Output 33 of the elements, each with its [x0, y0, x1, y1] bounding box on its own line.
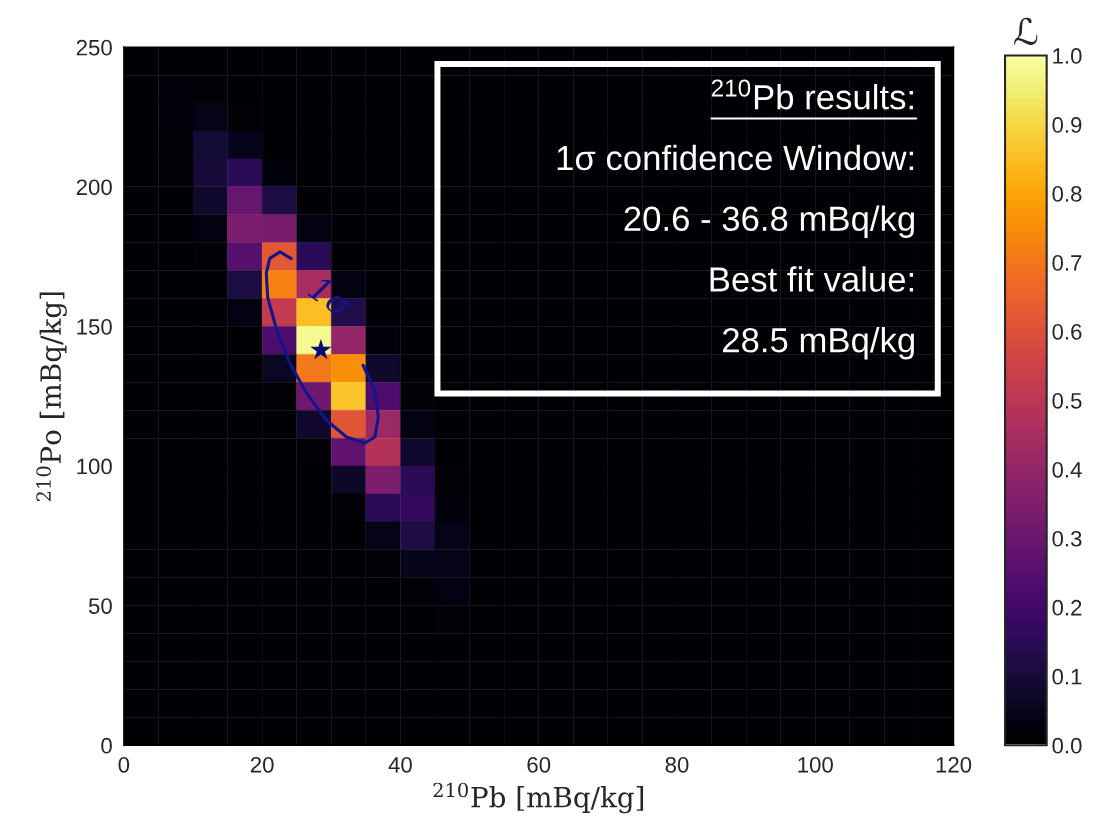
- y-axis-title: $^{210}$Po [mBq/kg]: [36, 292, 67, 502]
- y-tick-label: 100: [77, 458, 112, 475]
- x-tick-label: 100: [798, 756, 833, 773]
- color-bar-title: ℒ: [1014, 17, 1038, 46]
- y-tick-label: 50: [88, 598, 112, 614]
- annotation: 1σ confidence Window:: [557, 144, 914, 171]
- x-axis-title: $^{210}$Pb [mBq/kg]: [433, 782, 644, 814]
- x-tick-label: 40: [388, 756, 412, 773]
- color-bar-label: 0.4: [1052, 461, 1082, 478]
- color-bar-label: 0.0: [1052, 737, 1082, 754]
- color-bar-label: 1.0: [1053, 48, 1082, 64]
- color-bar-label: 0.8: [1052, 186, 1082, 202]
- annotation: 1σ: [307, 274, 357, 320]
- x-tick-label: 0: [118, 756, 130, 773]
- x-tick-label: 120: [936, 756, 972, 773]
- y-tick-label: 150: [77, 318, 112, 335]
- color-bar-label: 0.5: [1052, 392, 1082, 409]
- color-bar-label: 0.6: [1052, 323, 1082, 340]
- x-tick-label: 60: [527, 756, 551, 773]
- color-bar-label: 0.7: [1052, 255, 1082, 271]
- annotation: Best fit value:: [710, 266, 914, 292]
- annotation: $^{210}$Pb results:: [711, 79, 913, 110]
- x-tick-label: 20: [250, 756, 274, 773]
- x-tick-label: 80: [665, 756, 689, 773]
- color-bar-label: 0.3: [1052, 530, 1082, 547]
- y-tick-label: 250: [76, 39, 112, 56]
- color-bar-label: 0.9: [1052, 117, 1082, 133]
- color-bar-label: 0.1: [1052, 668, 1082, 685]
- y-tick-label: 200: [76, 179, 112, 196]
- color-bar-label: 0.2: [1052, 599, 1082, 616]
- y-tick-label: 0: [101, 737, 112, 754]
- annotation: 20.6 - 36.8 mBq/kg: [624, 205, 914, 238]
- annotation: 28.5 mBq/kg: [723, 327, 914, 360]
